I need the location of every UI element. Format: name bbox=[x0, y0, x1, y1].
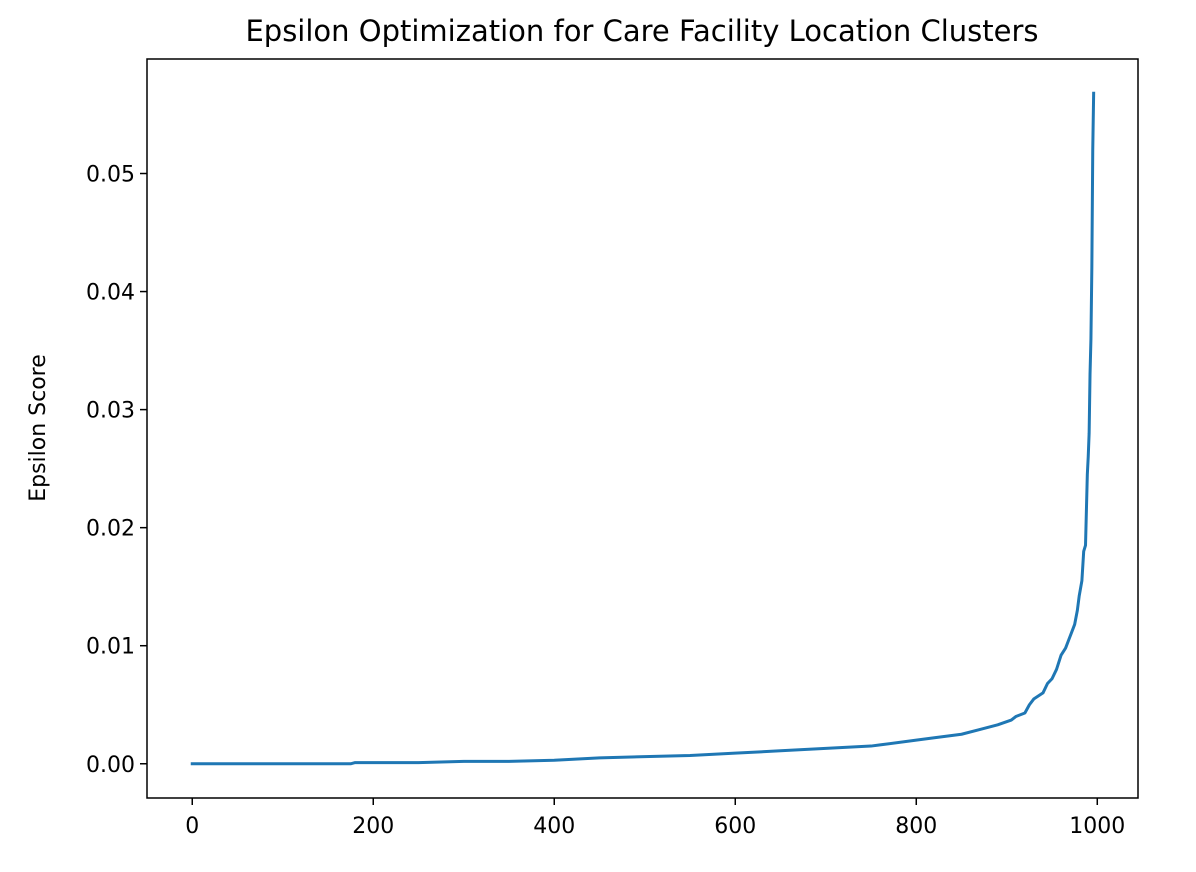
y-tick-label: 0.02 bbox=[86, 517, 135, 542]
x-tick-label: 0 bbox=[185, 814, 199, 839]
series-layer bbox=[190, 91, 1096, 766]
x-tick-label: 1000 bbox=[1069, 814, 1125, 839]
x-tick-label: 200 bbox=[352, 814, 394, 839]
y-tick-label: 0.04 bbox=[86, 281, 135, 306]
x-tick-label: 400 bbox=[533, 814, 575, 839]
x-tick-label: 600 bbox=[714, 814, 756, 839]
x-tick-label: 800 bbox=[895, 814, 937, 839]
series-line-0 bbox=[190, 91, 1096, 766]
y-tick-label: 0.01 bbox=[86, 635, 135, 660]
ticks-layer: 0 200 400 600 800 1000 0.00 0.01 0.02 0.03 0.04 0.0… bbox=[86, 163, 1125, 839]
chart-title: Epsilon Optimization for Care Facility L… bbox=[245, 14, 1038, 48]
plot-area-frame bbox=[146, 58, 1139, 799]
y-tick-label: 0.00 bbox=[86, 753, 135, 778]
y-tick-label: 0.03 bbox=[86, 399, 135, 424]
y-tick-label: 0.05 bbox=[86, 163, 135, 188]
y-axis-label: Epsilon Score bbox=[26, 354, 51, 502]
